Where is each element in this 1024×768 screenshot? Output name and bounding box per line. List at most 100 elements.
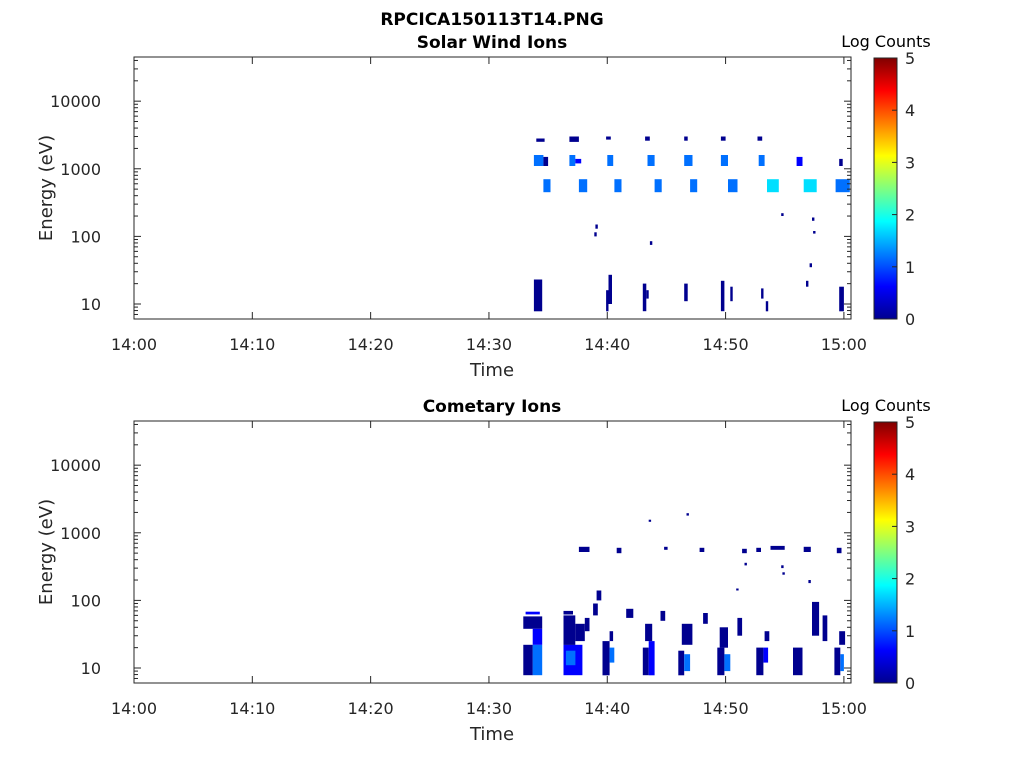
heatmap-cell [533,155,544,166]
heatmap-cell [596,590,602,601]
heatmap-cell [609,631,614,642]
heatmap-cell [699,547,705,552]
heatmap-cell [764,631,770,642]
heatmap-cell [664,546,668,550]
heatmap-cell [770,545,785,550]
heatmap-cell [575,158,582,164]
heatmap-cell [626,608,634,618]
heatmap-cell [684,136,688,141]
x-tick-label: 14:00 [111,699,157,718]
x-tick-label: 15:00 [821,335,867,354]
heatmap-cell [719,627,728,648]
heatmap-cell [758,155,765,166]
heatmap-cell [836,547,842,554]
colorbar-gradient [873,57,898,320]
heatmap-cell [536,138,545,142]
x-tick-label: 14:10 [229,699,275,718]
x-tick-label: 14:20 [348,699,394,718]
heatmap-cell [728,179,738,193]
heatmap-cell [808,580,811,584]
x-tick-label: 14:40 [584,699,630,718]
heatmap-cell [646,290,649,299]
x-tick-label: 14:30 [466,335,512,354]
colorbar-tick-label: 4 [905,101,915,120]
y-tick-label: 10000 [50,456,101,475]
heatmap-cell [737,617,743,636]
heatmap-cell [813,231,816,234]
heatmap-cell [812,601,820,636]
heatmap-cell [642,647,649,676]
heatmap-cell [834,647,841,676]
heatmap-cell [756,647,764,676]
heatmap-cell [616,547,622,554]
colorbar-tick-label: 5 [905,49,915,68]
x-tick-label: 14:40 [584,335,630,354]
heatmap-cell [684,654,691,672]
heatmap-cell [822,615,828,642]
heatmap-cell [648,641,655,676]
heatmap-cell [840,654,844,672]
heatmap-cell [607,155,614,166]
heatmap-cell [523,644,533,676]
y-tick-label: 10 [81,295,101,314]
heatmap-cell [642,283,647,312]
heatmap-cell [839,158,843,166]
colorbar-tick-label: 1 [905,258,915,277]
heatmap-cell [648,519,652,522]
heatmap-cell [684,155,693,166]
heatmap-cells [523,513,846,676]
heatmap-cell [543,179,551,193]
y-axis-label: Energy (eV) [36,499,57,605]
heatmap-cell [525,611,540,615]
heatmap-cell [782,572,785,575]
heatmap-cell [812,217,815,221]
heatmap-cell [839,286,844,312]
heatmap-cell [569,136,579,142]
heatmap-cell [595,224,598,229]
heatmap-cell [806,280,809,287]
heatmap-cell [761,288,764,299]
colorbar-tick-label: 1 [905,622,915,641]
heatmap-cell [647,155,655,166]
heatmap-cell [523,616,543,629]
y-axis-label: Energy (eV) [36,135,57,241]
panel-cometary: Cometary Ions 14:00 14:10 14:20 14:30 14:40 1… [36,396,931,745]
x-axis-label: Time [469,360,514,381]
x-axis-label: Time [469,724,514,745]
heatmap-cell [684,283,688,302]
heatmap-cell [606,136,611,140]
heatmap-cell [678,650,685,676]
heatmap-cell [724,654,731,672]
heatmap-cell [649,241,653,245]
axes: 14:00 14:10 14:20 14:30 14:40 14:50 15:00 10 100… [50,57,867,354]
heatmap-cell [645,623,653,642]
heatmap-cell [532,644,543,676]
colorbar: Log Counts 0 1 2 3 4 5 [841,396,931,693]
heatmap-cell [686,513,689,516]
heatmap-cell [757,136,763,141]
heatmap-cell [593,603,598,616]
x-tick-label: 14:30 [466,699,512,718]
heatmap-cell [730,286,733,302]
y-tick-label: 10 [81,659,101,678]
heatmap-cell [563,610,573,615]
heatmap-cell [584,617,590,632]
y-tick-label: 10000 [50,92,101,111]
colorbar-label: Log Counts [841,396,931,415]
plot-frame [133,56,852,320]
heatmap-cell [781,213,784,216]
heatmap-cell [578,179,588,193]
heatmap-cell [720,280,725,312]
y-tick-label: 1000 [60,160,101,179]
heatmap-cell [717,647,725,676]
colorbar-ticks: 0 1 2 3 4 5 [892,413,915,693]
heatmap-cell [796,156,803,166]
x-tick-label: 14:50 [703,699,749,718]
heatmap-cell [575,623,585,642]
panel-title-solar-wind: Solar Wind Ions [417,33,568,53]
colorbar-tick-label: 2 [905,570,915,589]
heatmap-cell [565,650,576,666]
x-tick-label: 14:50 [703,335,749,354]
colorbar-ticks: 0 1 2 3 4 5 [892,49,915,329]
